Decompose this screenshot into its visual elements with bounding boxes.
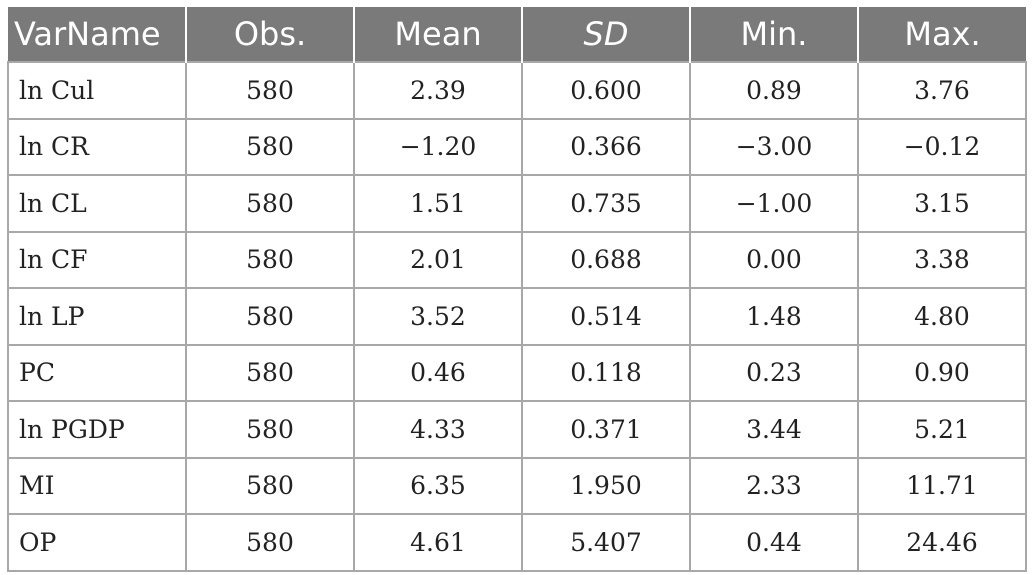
cell-mean: 3.52: [353, 287, 523, 346]
cell-min: 0.00: [689, 230, 859, 289]
cell-varname: ln CL: [7, 174, 187, 233]
table-body: ln Cul 580 2.39 0.600 0.89 3.76 ln CR 580 −1.20 0…: [7, 61, 1027, 572]
table-row: ln Cul 580 2.39 0.600 0.89 3.76: [7, 61, 1027, 120]
cell-min: 0.44: [689, 513, 859, 572]
cell-max: 5.21: [857, 400, 1027, 459]
cell-varname: ln Cul: [7, 61, 187, 120]
cell-sd: 0.735: [521, 174, 691, 233]
cell-min: 0.89: [689, 61, 859, 120]
header-min: Min.: [689, 7, 859, 62]
cell-mean: −1.20: [353, 117, 523, 176]
cell-obs: 580: [185, 513, 355, 572]
header-max: Max.: [857, 7, 1026, 62]
cell-sd: 0.514: [521, 287, 691, 346]
cell-varname: ln PGDP: [7, 400, 187, 459]
cell-obs: 580: [185, 287, 355, 346]
cell-max: −0.12: [857, 117, 1027, 176]
table-header: VarName Obs. Mean SD Min. Max.: [8, 7, 1026, 62]
cell-sd: 0.366: [521, 117, 691, 176]
cell-varname: MI: [7, 456, 187, 515]
cell-sd: 0.118: [521, 343, 691, 402]
cell-obs: 580: [185, 61, 355, 120]
cell-obs: 580: [185, 117, 355, 176]
cell-min: 3.44: [689, 400, 859, 459]
descriptive-statistics-table: VarName Obs. Mean SD Min. Max. ln Cul 580…: [7, 7, 1027, 572]
cell-max: 3.15: [857, 174, 1027, 233]
cell-obs: 580: [185, 400, 355, 459]
cell-min: 2.33: [689, 456, 859, 515]
cell-max: 24.46: [857, 513, 1027, 572]
header-mean: Mean: [353, 7, 523, 62]
header-sd: SD: [521, 7, 691, 62]
cell-obs: 580: [185, 456, 355, 515]
cell-sd: 1.950: [521, 456, 691, 515]
table-row: ln LP 580 3.52 0.514 1.48 4.80: [7, 287, 1027, 346]
cell-mean: 4.61: [353, 513, 523, 572]
cell-max: 4.80: [857, 287, 1027, 346]
cell-min: −3.00: [689, 117, 859, 176]
cell-mean: 4.33: [353, 400, 523, 459]
cell-sd: 0.600: [521, 61, 691, 120]
cell-max: 3.76: [857, 61, 1027, 120]
table-row: ln CF 580 2.01 0.688 0.00 3.38: [7, 230, 1027, 289]
cell-mean: 6.35: [353, 456, 523, 515]
table-row: MI 580 6.35 1.950 2.33 11.71: [7, 456, 1027, 515]
table-row: ln CR 580 −1.20 0.366 −3.00 −0.12: [7, 117, 1027, 176]
cell-obs: 580: [185, 230, 355, 289]
table-row: ln PGDP 580 4.33 0.371 3.44 5.21: [7, 400, 1027, 459]
cell-max: 3.38: [857, 230, 1027, 289]
cell-mean: 2.01: [353, 230, 523, 289]
cell-mean: 2.39: [353, 61, 523, 120]
cell-mean: 1.51: [353, 174, 523, 233]
cell-varname: ln CF: [7, 230, 187, 289]
cell-min: 1.48: [689, 287, 859, 346]
cell-min: −1.00: [689, 174, 859, 233]
cell-sd: 5.407: [521, 513, 691, 572]
cell-sd: 0.371: [521, 400, 691, 459]
cell-varname: ln LP: [7, 287, 187, 346]
cell-varname: OP: [7, 513, 187, 572]
cell-varname: ln CR: [7, 117, 187, 176]
cell-max: 0.90: [857, 343, 1027, 402]
cell-mean: 0.46: [353, 343, 523, 402]
table-row: ln CL 580 1.51 0.735 −1.00 3.15: [7, 174, 1027, 233]
cell-sd: 0.688: [521, 230, 691, 289]
table-row: PC 580 0.46 0.118 0.23 0.90: [7, 343, 1027, 402]
cell-varname: PC: [7, 343, 187, 402]
cell-obs: 580: [185, 174, 355, 233]
table-row: OP 580 4.61 5.407 0.44 24.46: [7, 513, 1027, 572]
cell-max: 11.71: [857, 456, 1027, 515]
header-varname: VarName: [8, 7, 187, 62]
header-row: VarName Obs. Mean SD Min. Max.: [8, 7, 1026, 62]
header-obs: Obs.: [185, 7, 355, 62]
cell-min: 0.23: [689, 343, 859, 402]
statistics-table-container: VarName Obs. Mean SD Min. Max. ln Cul 580…: [7, 7, 1027, 572]
cell-obs: 580: [185, 343, 355, 402]
